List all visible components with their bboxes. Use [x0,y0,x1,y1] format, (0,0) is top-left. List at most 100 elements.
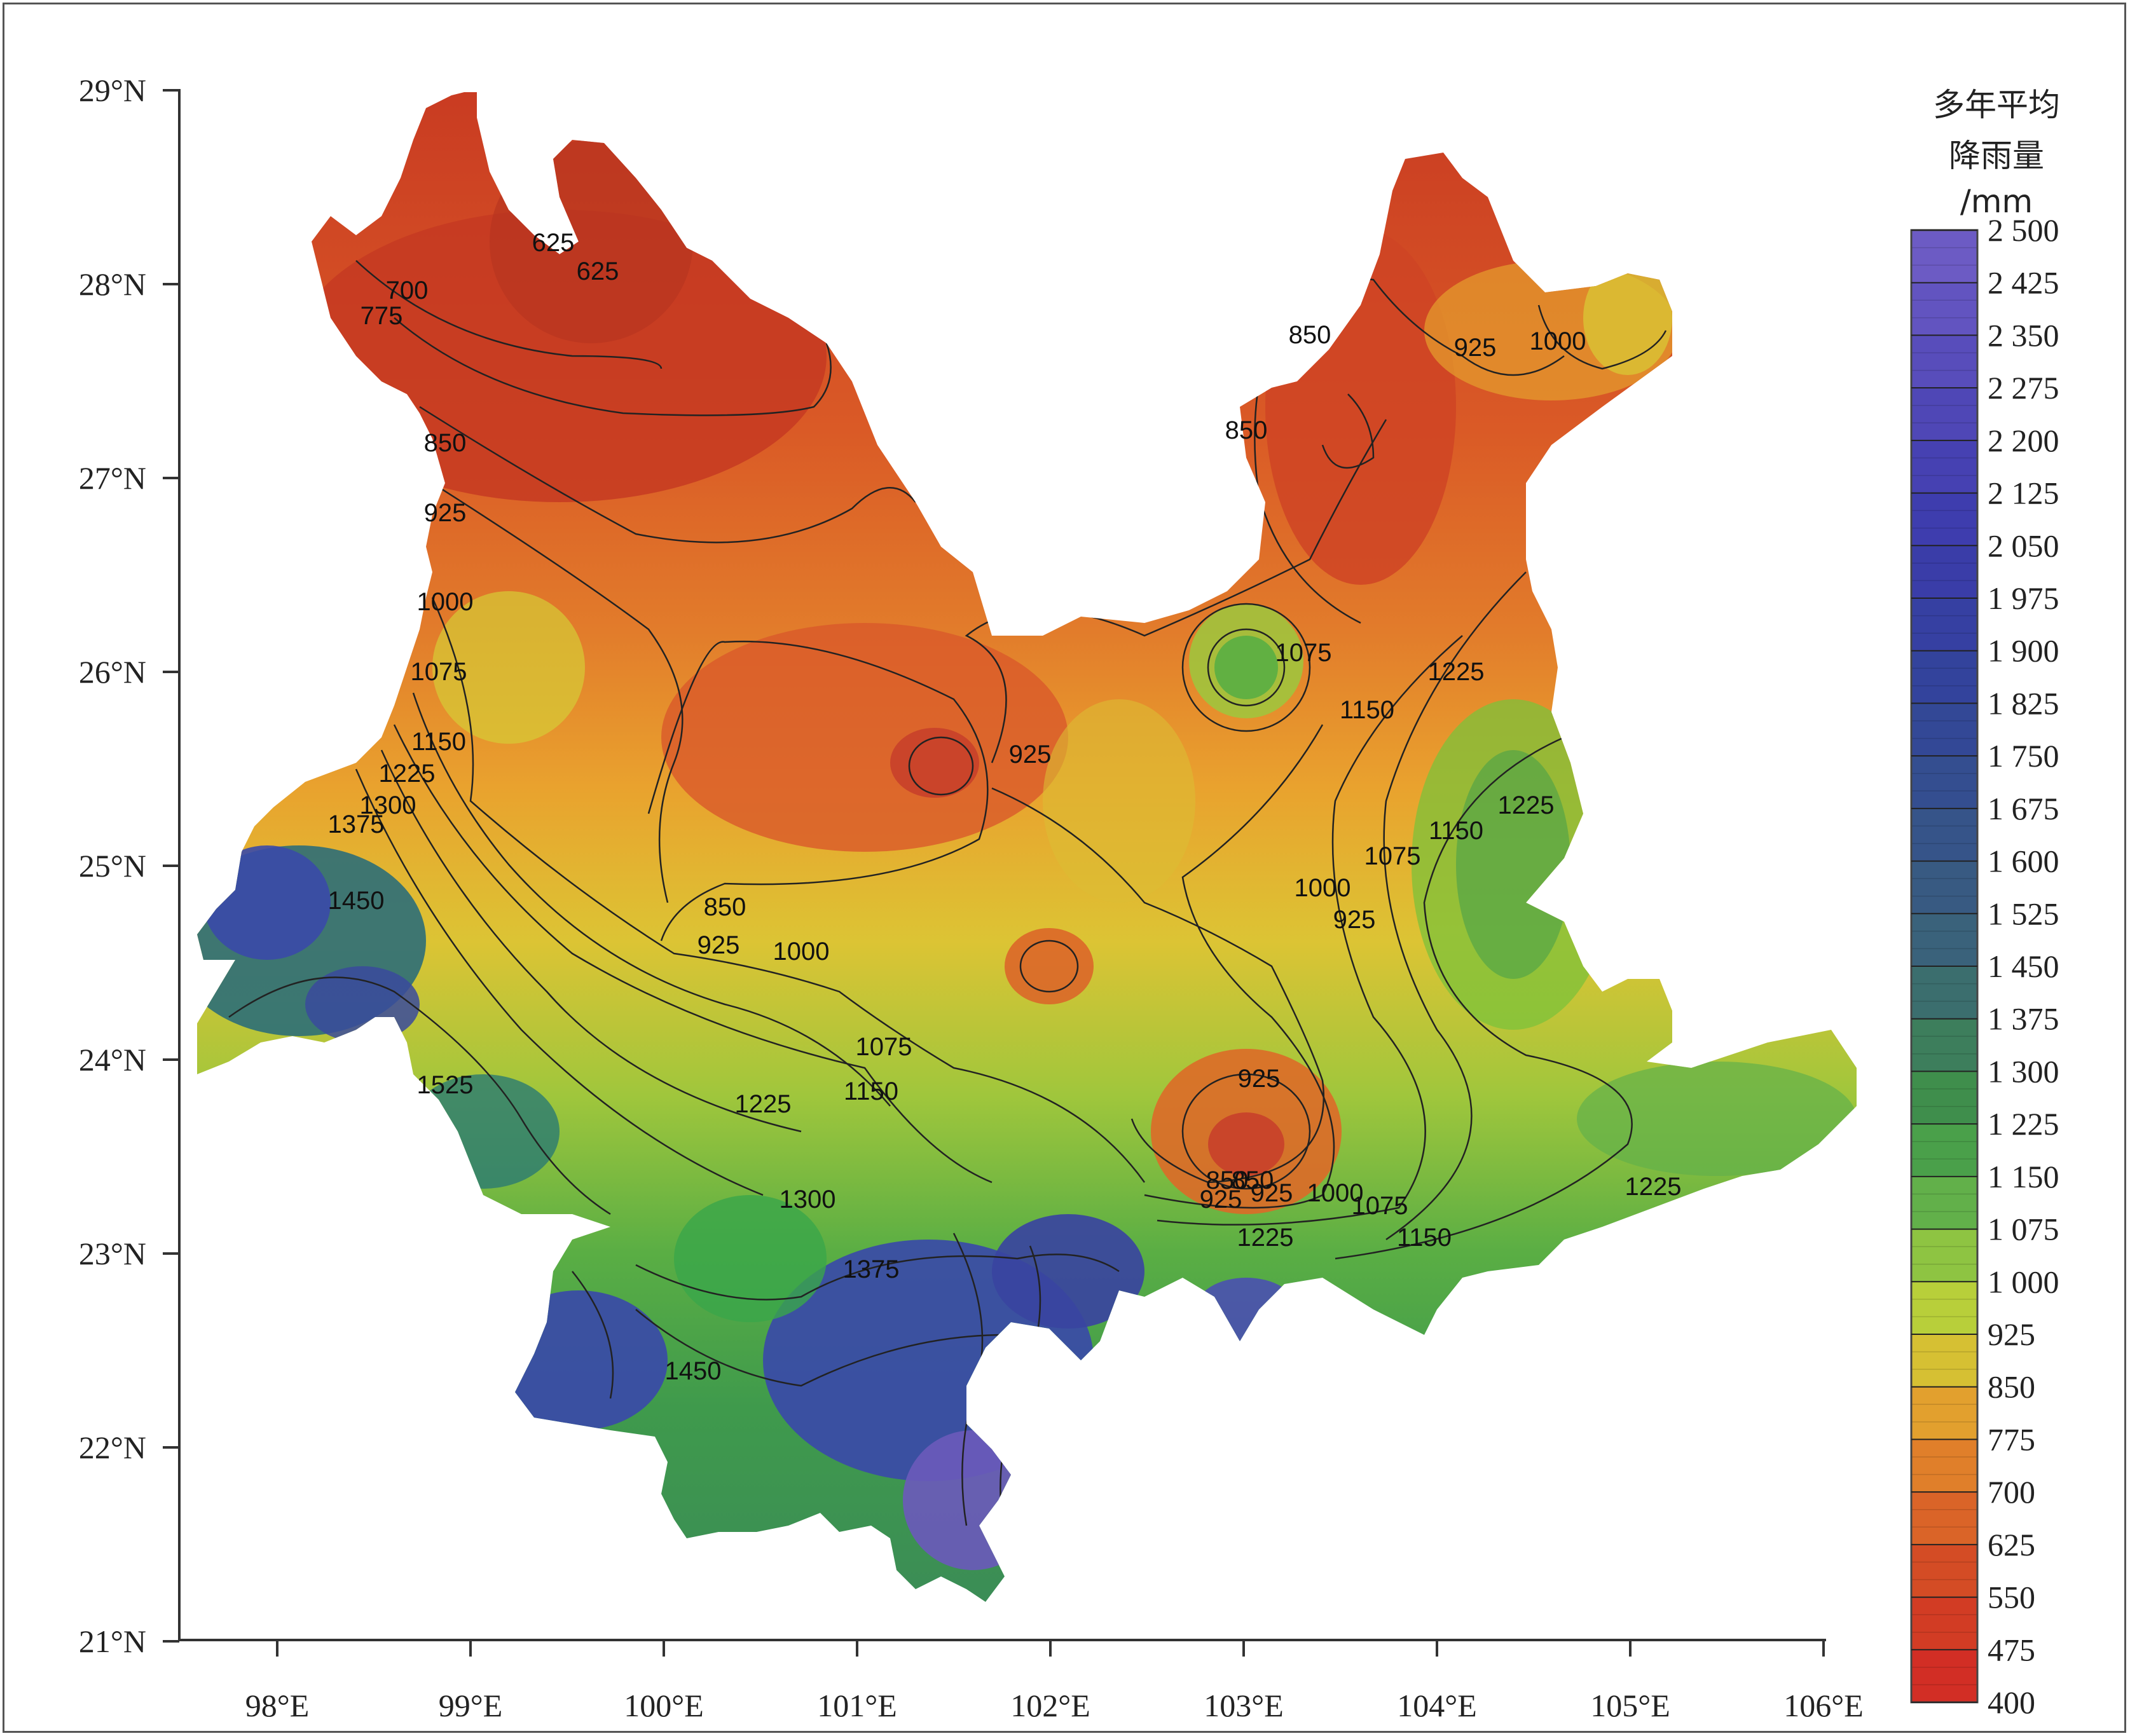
legend-color-swatch [1911,913,1977,967]
legend-label: 550 [1988,1580,2035,1615]
contour-label: 1150 [1340,696,1394,724]
legend-color-swatch [1911,756,1977,809]
legend-label: 625 [1988,1527,2035,1562]
legend-label: 2 050 [1988,528,2059,563]
legend-color-swatch [1911,1544,1977,1598]
contour-label: 1300 [780,1186,836,1213]
x-tick-label: 106°E [1783,1688,1864,1723]
legend-color-swatch [1911,388,1977,441]
legend-color-swatch [1911,1124,1977,1177]
x-tick-label: 104°E [1397,1688,1477,1723]
contour-label: 1525 [417,1071,474,1099]
contour-label: 850 [1232,1166,1274,1194]
contour-label: 1150 [1429,817,1483,845]
contour-label: 700 [386,277,429,304]
contour-label: 850 [1225,416,1268,444]
legend-label: 2 350 [1988,317,2059,353]
x-tick-label: 100°E [624,1688,704,1723]
contour-label: 850 [1289,321,1331,349]
legend-color-swatch [1911,230,1977,284]
legend-color-swatch [1911,335,1977,389]
y-tick-label: 28°N [79,266,146,302]
contour-label: 1150 [1397,1224,1452,1252]
legend-label: 1 825 [1988,685,2059,721]
contour-label: 1150 [844,1077,898,1105]
legend-color-swatch [1911,1071,1977,1125]
contour-label: 850 [1206,1166,1249,1194]
y-tick-label: 25°N [79,848,146,884]
y-axis-ticks: 29°N 28°N 27°N 26°N 25°N 24°N 23°N 22°N 21°N [79,72,179,1659]
legend-label: 1 300 [1988,1053,2059,1089]
y-tick-label: 24°N [79,1042,146,1077]
contour-label: 925 [1200,1186,1242,1213]
legend-color-swatch [1911,861,1977,915]
contour-label: 1375 [328,810,385,838]
y-tick-label: 26°N [79,654,146,690]
legend-label: 1 450 [1988,948,2059,984]
legend-color-swatch [1911,1281,1977,1335]
legend-color-swatch [1911,1334,1977,1388]
figure-frame [3,3,2126,1733]
contour-label: 1000 [773,938,830,966]
legend-color-swatch [1911,282,1977,336]
y-tick-label: 22°N [79,1430,146,1465]
legend-color-swatch [1911,1439,1977,1493]
contour-label: 1075 [1275,639,1332,667]
legend-color-swatch [1911,703,1977,757]
legend-title-line-2: 降雨量 [1949,137,2044,174]
x-tick-label: 98°E [245,1688,310,1723]
contour-label: 1000 [417,588,474,616]
legend-label: 1 600 [1988,844,2059,879]
contour-label: 1225 [1625,1173,1682,1201]
legend-label: 775 [1988,1421,2035,1457]
legend-color-swatch [1911,650,1977,704]
contour-label: 925 [1238,1065,1281,1093]
legend-label: 1 000 [1988,1264,2059,1299]
contour-label: 1000 [1295,874,1351,902]
x-tick-label: 102°E [1010,1688,1090,1723]
contour-label: 1225 [1237,1224,1294,1252]
legend-label: 850 [1988,1369,2035,1405]
legend-label: 1 750 [1988,738,2059,774]
legend-label: 2 275 [1988,370,2059,406]
contour-lines [228,260,1667,1539]
contour-label: 1450 [665,1357,722,1385]
legend-label: 2 500 [1988,212,2059,248]
contour-label: 775 [361,302,403,330]
legend-label: 2 125 [1988,475,2059,511]
legend-label: 1 675 [1988,791,2059,826]
x-tick-label: 105°E [1590,1688,1670,1723]
legend-title-line-3: /mm [1960,183,2033,220]
contour-label: 1450 [328,887,385,915]
contour-label: 1075 [411,658,467,686]
legend-label: 1 975 [1988,580,2059,616]
contour-label: 1000 [1307,1179,1364,1207]
contour-label: 850 [424,429,467,457]
contour-label: 1075 [1364,842,1421,870]
legend-color-swatch [1911,1492,1977,1545]
legend-label: 1 525 [1988,896,2059,931]
legend-label: 1 075 [1988,1212,2059,1247]
legend-color-swatch [1911,598,1977,652]
contour-label: 925 [1251,1179,1293,1207]
contour-labels: 6256257007758509251000107511501225130013… [328,229,1682,1385]
legend-color-swatch [1911,1597,1977,1651]
legend-color-swatch [1911,808,1977,862]
ne-dry-lobe [1265,229,1456,585]
contour-label: 1300 [360,791,416,819]
legend-label: 925 [1988,1316,2035,1352]
y-tick-label: 27°N [79,460,146,496]
legend-labels: 2 500 2 425 2 350 2 275 2 200 2 125 2 050 1 975… [1988,212,2059,1720]
central-dry-zone [661,623,1068,852]
contour-label: 1075 [1352,1192,1408,1220]
contour-label: 1375 [843,1255,900,1283]
y-tick-label: 21°N [79,1623,146,1659]
contour-label: 925 [1333,906,1376,934]
legend-label: 2 200 [1988,423,2059,458]
legend-colorbar [1910,229,1979,1704]
legend-label: 2 425 [1988,265,2059,301]
x-tick-label: 101°E [817,1688,897,1723]
contour-label: 925 [1454,334,1497,362]
